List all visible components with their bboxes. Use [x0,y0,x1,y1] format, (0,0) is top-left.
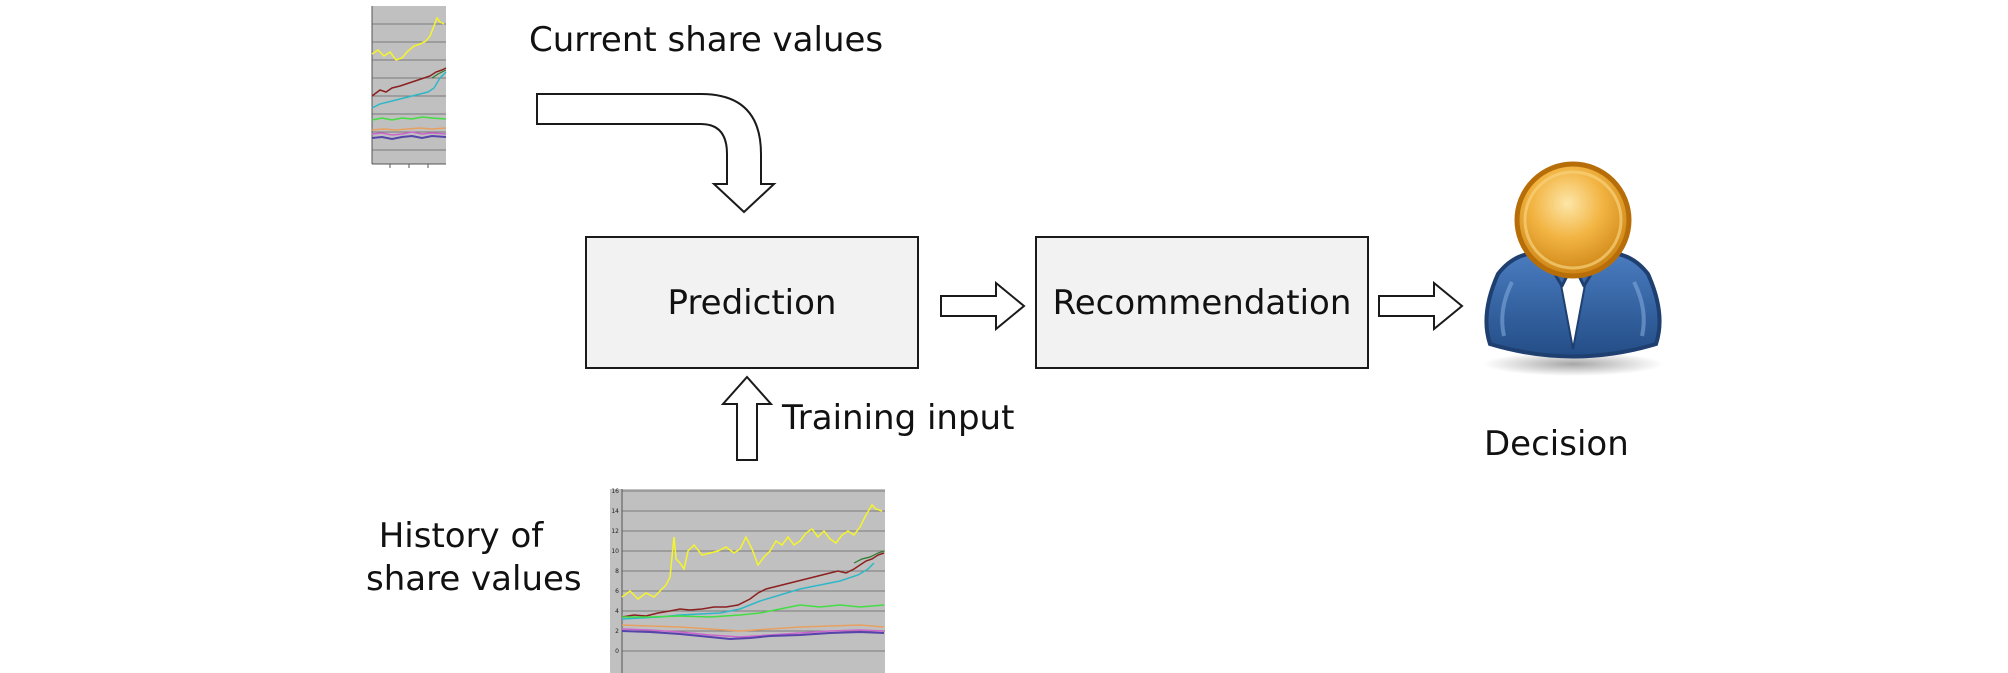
prediction-label: Prediction [667,282,837,323]
current-share-values-label: Current share values [529,20,884,60]
y-tick: 8 [615,568,619,575]
history-label: History of share values [366,516,582,600]
y-tick: 16 [611,488,619,495]
recommendation-to-decision-arrow [1378,280,1464,332]
current-share-chart [371,6,447,168]
y-tick: 2 [615,628,619,635]
current-values-arrow [536,93,777,214]
history-share-chart: 16 14 12 10 8 6 4 2 0 [610,488,885,673]
decision-label: Decision [1484,424,1629,464]
history-label-line1: History of [378,516,544,556]
training-input-arrow [720,375,774,461]
y-tick: 6 [615,588,619,595]
y-tick: 4 [615,608,619,615]
user-avatar-icon [1483,161,1663,376]
prediction-box: Prediction [585,236,919,369]
y-tick: 10 [611,548,619,555]
training-input-label: Training input [782,398,1015,438]
recommendation-box: Recommendation [1035,236,1369,369]
recommendation-label: Recommendation [1052,282,1352,323]
y-tick: 12 [611,528,619,535]
y-tick: 14 [611,508,619,515]
y-tick: 0 [615,648,619,655]
history-label-line2: share values [366,558,582,599]
prediction-to-recommendation-arrow [940,280,1026,332]
